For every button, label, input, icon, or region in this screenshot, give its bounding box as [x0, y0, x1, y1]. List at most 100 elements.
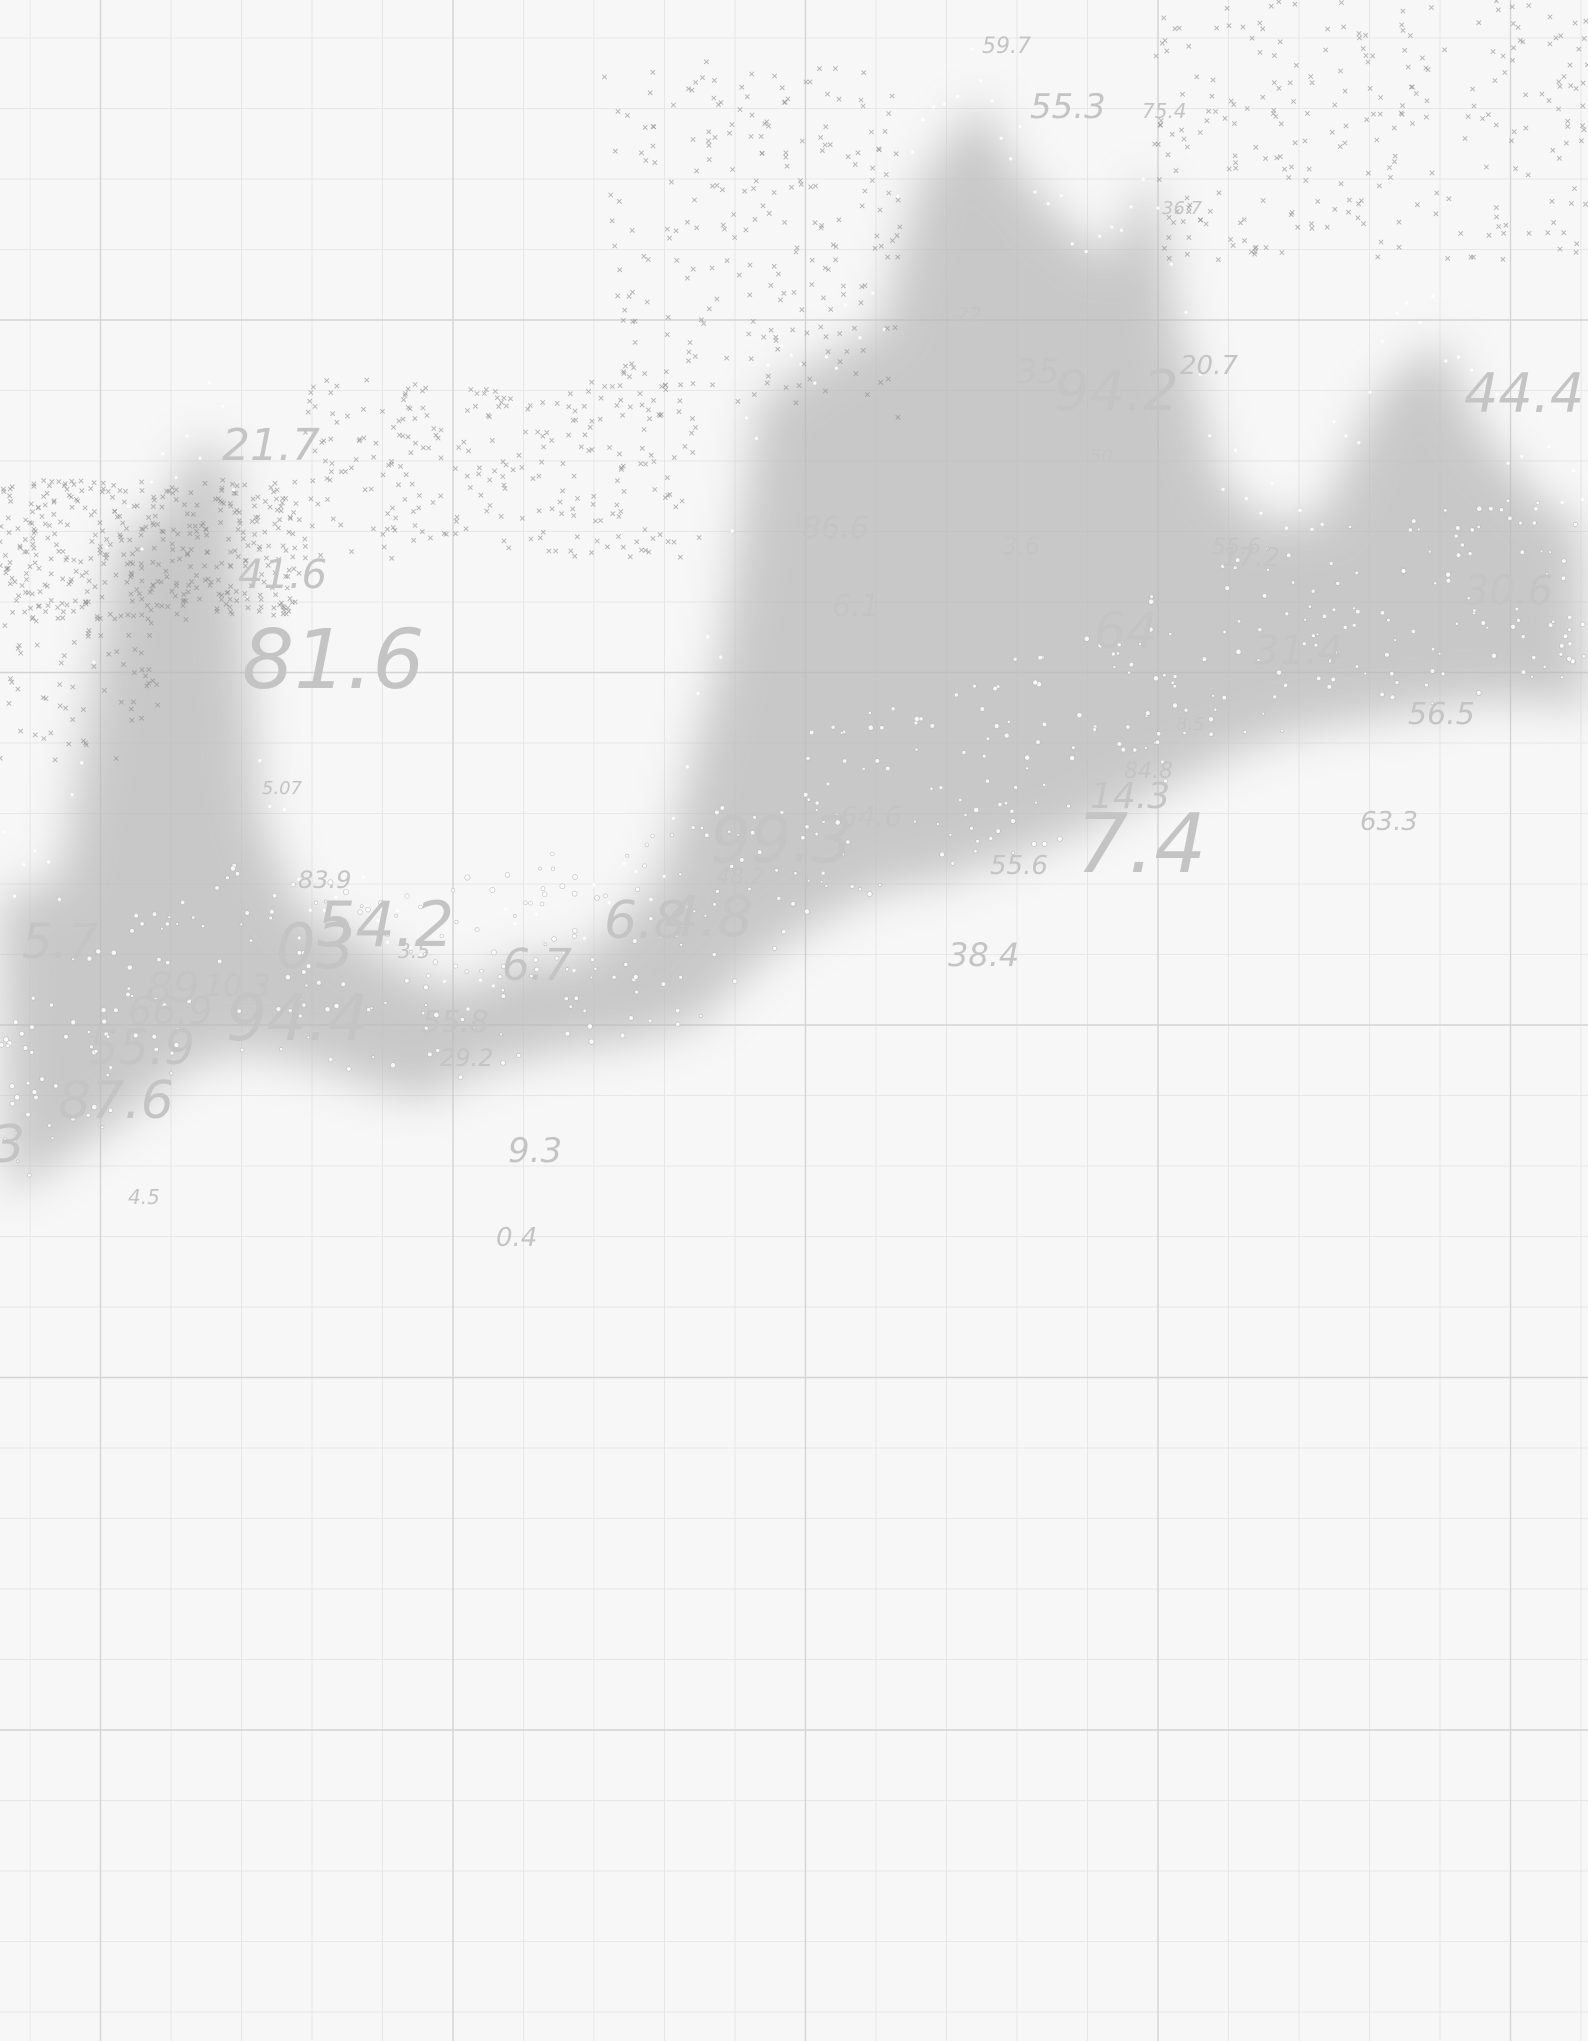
scatter-mark [32, 732, 38, 738]
data-dot [140, 1027, 144, 1032]
data-dot [433, 1012, 440, 1018]
data-dot [1182, 731, 1187, 735]
data-dot [721, 921, 726, 926]
scatter-mark [610, 511, 616, 517]
data-dot [173, 1042, 180, 1048]
scatter-mark [283, 495, 289, 501]
scatter-mark [726, 130, 733, 136]
number-label: 63.3 [1360, 807, 1418, 837]
scatter-mark [673, 504, 679, 510]
number-label: 99.3 [710, 804, 853, 878]
data-dot [165, 960, 171, 966]
scatter-mark [794, 245, 800, 251]
scatter-mark [852, 161, 858, 167]
scatter-mark [601, 74, 608, 80]
scatter-mark [79, 488, 85, 494]
data-dot [423, 951, 428, 957]
data-dot [1572, 522, 1578, 527]
scatter-mark [464, 473, 470, 479]
scatter-mark [146, 680, 152, 686]
scatter-mark [150, 559, 156, 565]
scatter-mark [566, 432, 572, 438]
spike-tip [813, 381, 817, 385]
data-dot [914, 747, 919, 752]
scatter-mark [272, 480, 278, 486]
data-dot [390, 1062, 396, 1069]
scatter-mark [840, 283, 846, 289]
scatter-mark [123, 526, 130, 532]
scatter-mark [694, 168, 700, 174]
scatter-mark [243, 557, 249, 564]
data-dot [500, 993, 506, 999]
scatter-mark [0, 563, 3, 569]
scatter-mark [140, 526, 146, 532]
scatter-mark [1186, 43, 1192, 49]
data-dot [327, 879, 334, 886]
scatter-mark [1581, 127, 1587, 133]
data-dot [632, 938, 638, 944]
scatter-mark [139, 612, 145, 618]
scatter-mark [215, 496, 221, 502]
scatter-mark [228, 549, 234, 555]
scatter-mark [390, 525, 396, 531]
scatter-mark [159, 603, 165, 609]
data-dot [830, 724, 836, 730]
scatter-mark [361, 435, 367, 441]
scatter-mark [1377, 111, 1383, 117]
scatter-mark [1396, 244, 1402, 250]
data-dot [1411, 518, 1417, 524]
data-dot [1127, 670, 1132, 675]
data-dot [1266, 568, 1270, 572]
scatter-mark [650, 69, 656, 75]
scatter-mark [396, 432, 402, 438]
scatter-mark [650, 123, 656, 129]
data-dot [22, 1045, 29, 1051]
scatter-mark [781, 99, 787, 106]
scatter-mark [151, 494, 157, 500]
scatter-mark [1563, 140, 1569, 146]
data-dot [1472, 608, 1477, 613]
scatter-mark [99, 594, 105, 600]
data-dot [820, 870, 826, 876]
scatter-mark [49, 479, 55, 485]
scatter-mark [737, 107, 743, 113]
scatter-mark [638, 150, 644, 156]
data-dot [1567, 627, 1572, 632]
scatter-mark [571, 473, 577, 479]
scatter-mark [15, 645, 21, 652]
number-label: 84.8 [1124, 759, 1173, 784]
scatter-mark [310, 384, 316, 390]
data-dot [1326, 684, 1332, 690]
number-label: 86.6 [802, 511, 869, 546]
scatter-mark [825, 349, 831, 355]
scatter-mark [894, 233, 900, 239]
scatter-mark [117, 513, 123, 519]
data-dot [129, 928, 135, 934]
scatter-mark [259, 571, 265, 578]
scatter-mark [621, 369, 627, 375]
data-dot [634, 989, 639, 995]
scatter-mark [869, 177, 875, 184]
data-dot [500, 988, 505, 993]
number-label: 44.4 [1464, 362, 1584, 425]
scatter-mark [656, 412, 662, 418]
data-dot [169, 1071, 174, 1076]
data-dot [1162, 673, 1167, 678]
scatter-mark [1231, 121, 1238, 127]
scatter-mark [1232, 153, 1238, 159]
scatter-mark [173, 583, 179, 589]
data-dot [1201, 656, 1208, 662]
scatter-mark [1409, 120, 1415, 127]
scatter-mark [187, 523, 193, 529]
scatter-mark [1338, 0, 1344, 6]
data-dot [1235, 648, 1242, 655]
scatter-mark [1549, 198, 1555, 204]
data-dot [678, 872, 683, 877]
scatter-mark [390, 424, 397, 430]
scatter-mark [758, 133, 764, 139]
data-dot [1467, 551, 1473, 557]
scatter-mark [485, 412, 491, 418]
data-dot [1232, 565, 1238, 571]
scatter-mark [1561, 230, 1567, 236]
data-dot [1183, 707, 1189, 713]
